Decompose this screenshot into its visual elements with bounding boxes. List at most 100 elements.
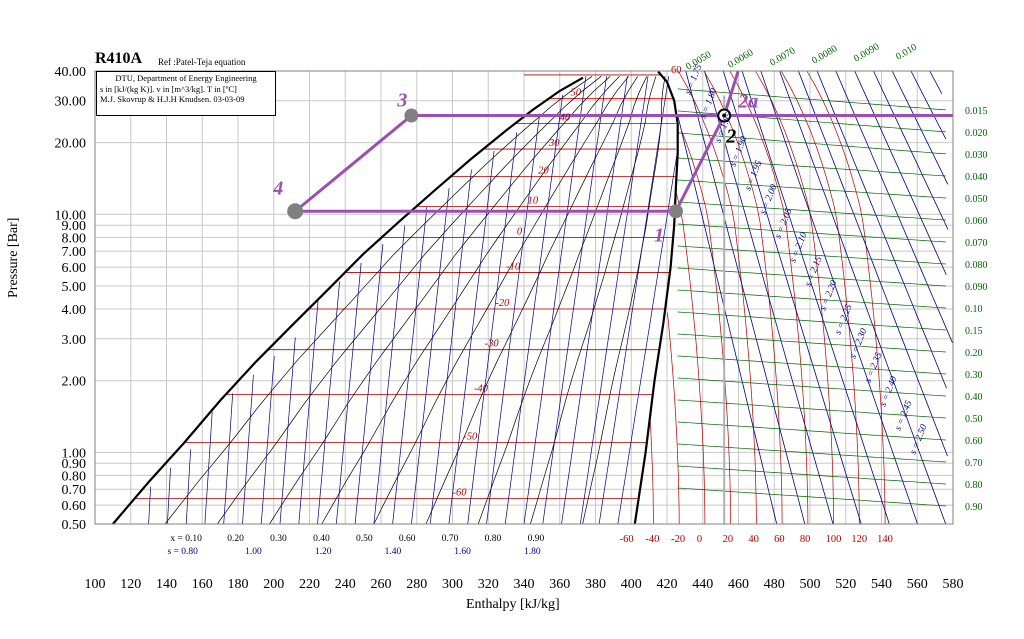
entropy-vapor-label: s = 1.95 — [744, 159, 765, 192]
isotherm-label: -10 — [506, 261, 521, 272]
x-tick-label: 140 — [156, 577, 177, 592]
isotherm-curve — [677, 70, 757, 525]
isentrope-line — [542, 76, 607, 525]
isentrope-line — [373, 225, 406, 525]
volume-label: 0.060 — [965, 216, 988, 227]
isotherm-label: 10 — [528, 195, 539, 206]
isotherm-label: -50 — [463, 431, 478, 442]
isotherm-axis-label: 20 — [723, 534, 734, 545]
isotherm-label: 0 — [517, 226, 523, 237]
quality-label: 0.90 — [528, 534, 545, 544]
y-tick-label: 5.00 — [62, 280, 87, 295]
quality-label: x = 0.10 — [170, 534, 202, 544]
isentrope-line — [429, 169, 472, 525]
entropy-vapor-label: s = 2.25 — [834, 303, 855, 336]
isentrope-line — [260, 356, 275, 525]
info-line-3: M.J. Skovrup & H.J.H Knudsen. 03-03-09 — [100, 94, 245, 104]
isochore-line — [677, 333, 946, 353]
isentrope-line — [504, 94, 564, 525]
y-tick-label: 0.80 — [62, 469, 87, 484]
quality-line — [217, 76, 602, 525]
volume-label: 0.10 — [965, 304, 983, 315]
isochore-line — [677, 289, 946, 309]
volume-label: 0.15 — [965, 326, 983, 337]
x-tick-label: 160 — [192, 577, 213, 592]
isochore-line — [677, 377, 946, 397]
quality-label: 0.50 — [356, 534, 373, 544]
entropy-liquid-label: s = 0.80 — [167, 547, 198, 557]
isotherm-curve — [667, 312, 680, 525]
info-line-2: s in [kJ/(kg K)]. v in [m^3/kg]. T in [º… — [100, 83, 237, 94]
entropy-liquid-label: 1.80 — [524, 547, 541, 557]
x-tick-label: 480 — [764, 577, 785, 592]
quality-line — [425, 76, 638, 525]
entropy-liquid-label: 1.60 — [454, 547, 471, 557]
entropy-vapor-label: s = 2.30 — [849, 327, 870, 360]
cycle-label-1: 1 — [654, 224, 664, 246]
x-axis-label: Enthalpy [kJ/kg] — [466, 597, 560, 612]
isentrope-line — [167, 467, 171, 525]
volume-label: 0.040 — [965, 172, 988, 183]
x-tick-label: 360 — [549, 577, 570, 592]
isentrope-line — [561, 76, 628, 525]
x-tick-label: 580 — [943, 577, 964, 592]
x-tick-label: 220 — [299, 577, 320, 592]
isentrope-line — [467, 132, 518, 525]
cycle-label-2: 2 — [725, 126, 736, 148]
info-box: DTU, Department of Energy Engineering s … — [96, 71, 276, 116]
entropy-vapor-label: s = 2.10 — [789, 231, 810, 264]
isentrope-vapor-line — [891, 70, 949, 185]
isotherm-label: -40 — [474, 383, 489, 394]
isentrope-line — [223, 393, 234, 525]
entropy-liquid-label: 1.40 — [385, 547, 402, 557]
volume-label: 0.50 — [965, 414, 983, 425]
isentrope-line — [486, 113, 541, 525]
x-tick-label: 460 — [728, 577, 749, 592]
y-tick-label: 20.00 — [55, 137, 87, 152]
quality-line — [582, 76, 666, 525]
chart-subtitle: Ref :Patel-Teja equation — [158, 57, 246, 67]
x-tick-label: 520 — [835, 577, 856, 592]
isentrope-line — [523, 76, 587, 525]
isentrope-vapor-line — [910, 70, 947, 140]
cycle-point — [668, 204, 683, 219]
isochore-line — [677, 399, 946, 419]
isotherm-label: 50 — [570, 88, 581, 99]
isotherm-axis-label: 140 — [877, 534, 893, 545]
y-tick-label: 0.60 — [62, 499, 87, 514]
volume-label: 0.80 — [965, 480, 983, 491]
isentrope-vapor-line — [798, 70, 948, 457]
isotherm-axis-label: -60 — [620, 534, 634, 545]
quality-line — [373, 76, 629, 525]
volume-label: 0.60 — [965, 436, 983, 447]
x-tick-label: 260 — [371, 577, 392, 592]
isochore-line — [677, 267, 946, 287]
isotherm-axis-label: 120 — [851, 534, 867, 545]
volume-label: 0.070 — [965, 238, 988, 249]
isentrope-line — [185, 449, 192, 525]
y-tick-label: 4.00 — [62, 303, 87, 318]
y-tick-label: 1.00 — [62, 446, 87, 461]
isotherm-curve — [675, 191, 706, 525]
volume-label: 0.090 — [965, 282, 988, 293]
x-tick-label: 440 — [692, 577, 713, 592]
chart-title: R410A — [95, 50, 143, 67]
x-tick-label: 280 — [406, 577, 427, 592]
isochore-line — [677, 88, 946, 111]
cycle-point — [287, 203, 304, 220]
x-tick-label: 340 — [514, 577, 535, 592]
isentrope-line — [448, 150, 495, 525]
x-tick-label: 380 — [585, 577, 606, 592]
quality-line — [477, 76, 648, 525]
isentrope-vapor-line — [779, 70, 947, 525]
volume-top-label: 0.0090 — [852, 41, 881, 64]
y-tick-label: 6.00 — [62, 261, 87, 276]
entropy-vapor-label: s = 2.00 — [759, 183, 780, 216]
volume-top-label: 0.0080 — [810, 43, 839, 66]
axes: 100 120 140 160 180 200 220 240 260 280 300 320 340 3… — [55, 65, 964, 592]
isotherm-axis-label: 0 — [697, 534, 702, 545]
isotherm-curve — [780, 70, 860, 525]
cycle-label-4: 4 — [272, 177, 283, 199]
x-tick-label: 320 — [478, 577, 499, 592]
cycle-label-2a: 2a — [737, 91, 758, 113]
